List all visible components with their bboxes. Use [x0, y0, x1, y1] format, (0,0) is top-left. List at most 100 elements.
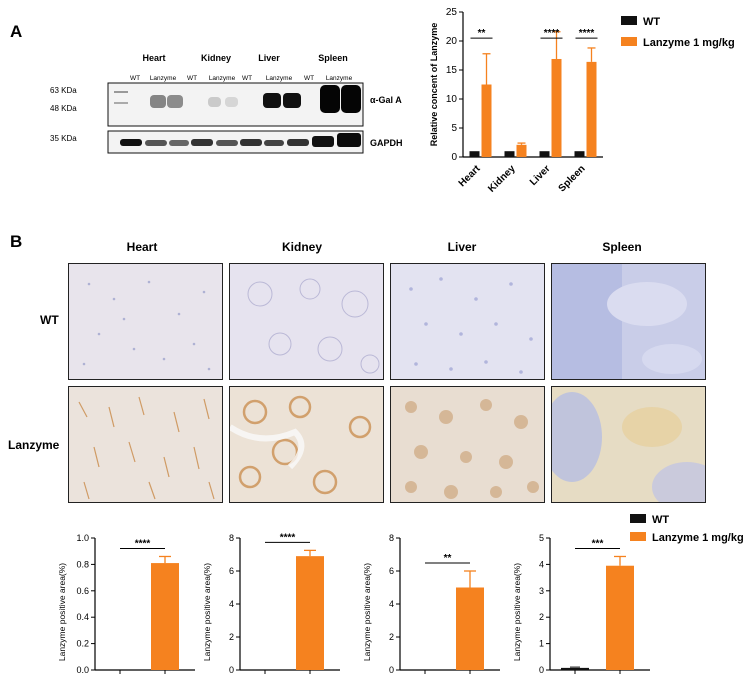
bar-wt	[574, 151, 585, 157]
y-tick-label: 5	[539, 533, 544, 543]
y-tick-label: 0.2	[76, 639, 89, 649]
legend-label-treated: Lanzyme 1 mg/kg	[652, 532, 744, 544]
y-tick-label: 8	[229, 533, 234, 543]
y-tick-label: 0.6	[76, 586, 89, 596]
blot-tissue-liver: Liver	[258, 53, 280, 63]
ihc-image-heart-wt	[68, 263, 223, 380]
chart-positive-area-heart: 0.0 0.2 0.4 0.6 0.8 1.0 Lanzyme positive area(…	[57, 533, 195, 675]
bar-treated	[456, 587, 484, 670]
bar-treated	[151, 563, 179, 670]
y-axis-label: Lanzyme positive area(%)	[57, 563, 67, 661]
marker-63kda: 63 KDa	[50, 86, 77, 95]
legend-label-wt: WT	[652, 514, 669, 526]
y-axis-label: Lanzyme positive area(%)	[512, 563, 522, 661]
y-tick-label: 3	[539, 586, 544, 596]
chart-positive-area-kidney: 0 2 4 6 8 Lanzyme positive area(%) ****	[202, 532, 340, 675]
legend-label-treated: Lanzyme 1 mg/kg	[643, 37, 735, 49]
y-axis-label: Lanzyme positive area(%)	[202, 563, 212, 661]
y-tick-label: 1	[539, 639, 544, 649]
ihc-image-kidney-wt	[229, 263, 384, 380]
lane-label: WT	[242, 75, 252, 82]
significance-marker: ****	[544, 28, 560, 39]
legend-bottom: WT Lanzyme 1 mg/kg	[630, 514, 744, 544]
legend-label-wt: WT	[643, 16, 660, 28]
marker-48kda: 48 KDa	[50, 104, 77, 113]
blot-tissue-heart: Heart	[142, 53, 165, 63]
bar-wt	[504, 151, 515, 157]
x-tick-label: Liver	[528, 163, 553, 188]
ihc-image-liver-lanzyme	[390, 386, 545, 503]
blot-tissue-kidney: Kidney	[201, 53, 231, 63]
gapdh-blot	[107, 130, 364, 154]
ihc-image-spleen-lanzyme	[551, 386, 706, 503]
ihc-column-heart: Heart	[126, 240, 158, 254]
x-tick-label: Heart	[457, 163, 483, 189]
legend-swatch-wt	[630, 514, 646, 523]
legend-swatch-treated	[630, 532, 646, 541]
y-tick-label: 20	[446, 36, 458, 47]
bar-treated	[551, 58, 562, 158]
lane-label: WT	[130, 75, 140, 82]
panel-label-a: A	[10, 22, 23, 41]
significance-marker: **	[478, 28, 486, 39]
lane-label: Lanzyme	[209, 75, 236, 82]
y-tick-label: 4	[229, 599, 234, 609]
y-tick-label: 6	[229, 566, 234, 576]
chart-positive-area-spleen: 0 1 2 3 4 5 Lanzyme positive area(%) ***	[512, 533, 650, 675]
y-tick-label: 0	[229, 665, 234, 675]
ihc-image-kidney-lanzyme	[229, 386, 384, 503]
bar-treated	[296, 556, 324, 670]
y-tick-label: 0	[389, 665, 394, 675]
ihc-row-lanzyme: Lanzyme	[8, 438, 60, 452]
ihc-column-spleen: Spleen	[602, 240, 642, 254]
alpha-gal-a-blot	[107, 82, 364, 127]
y-tick-label: 0	[539, 665, 544, 675]
y-tick-label: 1.0	[76, 533, 89, 543]
lane-label: Lanzyme	[150, 75, 177, 82]
panel-label-b: B	[10, 232, 23, 251]
y-tick-label: 0	[451, 152, 457, 163]
bar-wt	[561, 667, 589, 670]
bar-treated	[481, 84, 492, 157]
y-tick-label: 6	[389, 566, 394, 576]
significance-marker: **	[444, 553, 452, 564]
ihc-column-kidney: Kidney	[281, 240, 322, 254]
y-axis-label: Lanzyme positive area(%)	[362, 563, 372, 661]
significance-marker: ****	[280, 532, 296, 543]
y-tick-label: 0.8	[76, 559, 89, 569]
y-tick-label: 10	[446, 94, 458, 105]
legend-swatch-treated	[621, 37, 637, 46]
chart-relative-concentration: 0 5 10 15 20 25 Relative concent of Lanzyme Hea…	[429, 7, 735, 195]
marker-35kda: 35 KDa	[50, 134, 77, 143]
blot-tissue-spleen: Spleen	[318, 53, 348, 63]
y-axis-label: Relative concent of Lanzyme	[429, 23, 439, 147]
bar-treated	[606, 565, 634, 670]
y-tick-label: 4	[389, 599, 394, 609]
y-tick-label: 8	[389, 533, 394, 543]
significance-marker: ****	[579, 28, 595, 39]
protein-label-alpha-gal-a: α-Gal A	[370, 95, 402, 105]
y-tick-label: 25	[446, 7, 458, 18]
ihc-row-wt: WT	[40, 313, 59, 327]
y-tick-label: 2	[229, 632, 234, 642]
lane-label: Lanzyme	[266, 75, 293, 82]
bar-treated	[516, 144, 527, 157]
lane-label: WT	[187, 75, 197, 82]
chart-positive-area-liver: 0 2 4 6 8 Lanzyme positive area(%) **	[362, 533, 500, 675]
bar-wt	[469, 151, 480, 157]
lane-label: Lanzyme	[326, 75, 353, 82]
lane-label: WT	[304, 75, 314, 82]
legend-swatch-wt	[621, 16, 637, 25]
y-tick-label: 15	[446, 65, 458, 76]
protein-label-gapdh: GAPDH	[370, 138, 403, 148]
western-blot: Heart Kidney Liver Spleen WT Lanzyme WT …	[50, 53, 403, 154]
bar-wt	[539, 151, 550, 157]
ihc-column-liver: Liver	[447, 240, 477, 254]
ihc-image-liver-wt	[390, 263, 545, 380]
y-tick-label: 5	[451, 123, 457, 134]
bar-treated	[586, 61, 597, 157]
y-tick-label: 4	[539, 559, 544, 569]
y-tick-label: 0.0	[76, 665, 89, 675]
ihc-image-heart-lanzyme	[68, 386, 223, 503]
y-tick-label: 2	[539, 612, 544, 622]
